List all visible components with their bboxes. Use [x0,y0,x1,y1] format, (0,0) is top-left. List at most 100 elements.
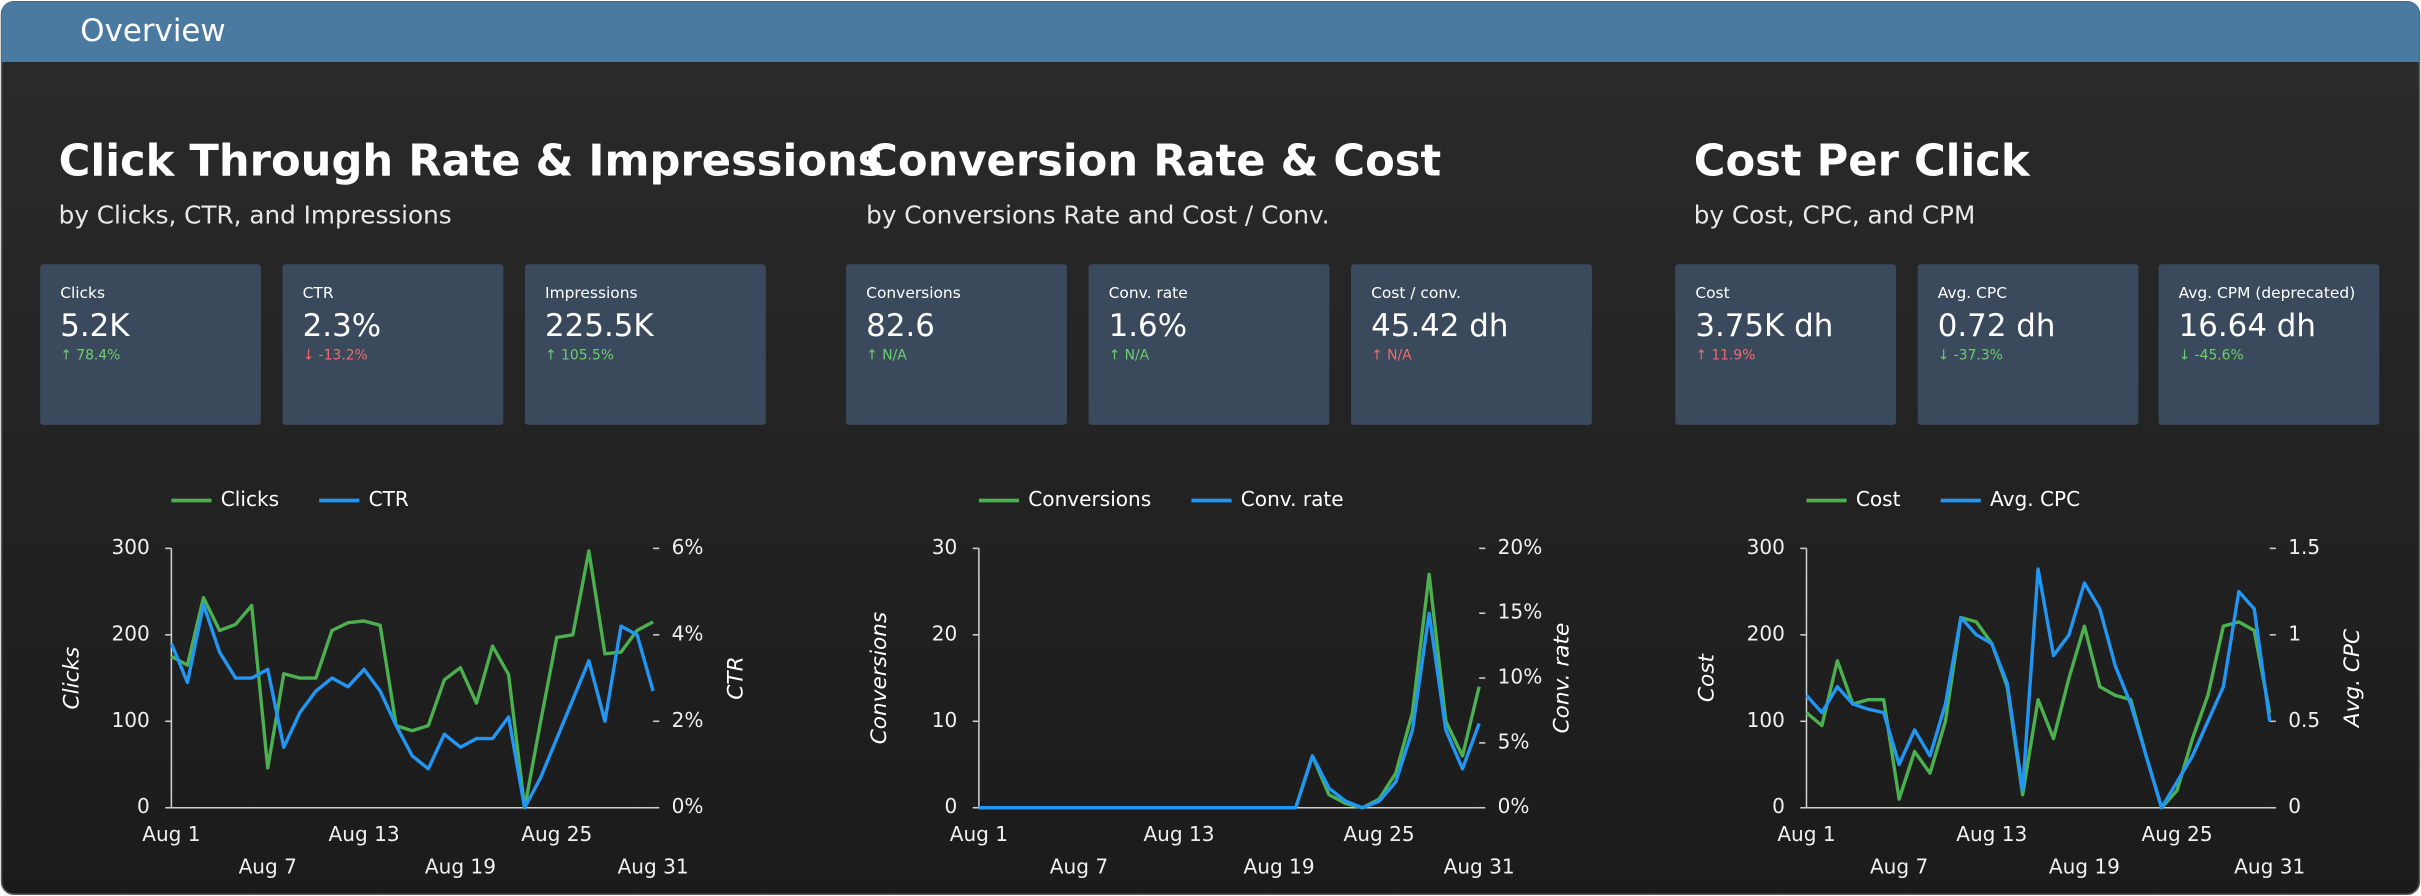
kpi-label: Cost / conv. [1371,284,1461,302]
x-tick-label: Aug 31 [2234,854,2305,878]
y-tick-label: 100 [111,708,149,732]
y2-tick-label: 0 [2288,794,2301,818]
y2-tick-label: 0% [1498,794,1530,818]
x-tick-label: Aug 19 [425,854,496,878]
kpi-change: ↓ -45.6% [2179,347,2244,363]
header-bar [1,1,2420,62]
kpi-card [1917,264,2139,425]
kpi-card [1088,264,1330,425]
y2-tick-label: 10% [1498,665,1543,689]
y2-tick-label: 4% [672,621,704,645]
y2-tick-label: 1 [2288,621,2301,645]
kpi-value: 225.5K [545,308,654,344]
legend-label: Cost [1856,487,1901,511]
legend-label: Conversions [1028,487,1151,511]
x-tick-label: Aug 25 [1344,822,1415,846]
kpi-card [846,264,1067,425]
y2-axis-title: Avg. CPC [2340,628,2365,729]
kpi-label: Avg. CPM (deprecated) [2179,284,2356,302]
x-tick-label: Aug 1 [1777,822,1835,846]
kpi-change: ↑ 78.4% [60,347,120,363]
y-tick-label: 200 [111,621,149,645]
x-tick-label: Aug 13 [329,822,400,846]
kpi-card [40,264,261,425]
x-tick-label: Aug 25 [2142,822,2213,846]
kpi-change: ↑ N/A [1371,347,1412,363]
kpi-change: ↑ N/A [1109,347,1150,363]
x-tick-label: Aug 1 [950,822,1008,846]
y2-tick-label: 20% [1498,535,1543,559]
y2-tick-label: 5% [1498,729,1530,753]
kpi-change: ↑ N/A [866,347,907,363]
x-tick-label: Aug 31 [618,854,689,878]
x-tick-label: Aug 7 [1870,854,1928,878]
x-tick-label: Aug 13 [1956,822,2027,846]
series-line [170,549,654,810]
y2-tick-label: 0% [672,794,704,818]
kpi-change: ↓ -13.2% [303,347,368,363]
x-tick-label: Aug 19 [2049,854,2120,878]
kpi-label: Conv. rate [1109,284,1188,302]
series-line [1805,615,2272,810]
kpi-value: 82.6 [866,308,935,344]
y2-tick-label: 2% [672,708,704,732]
y-tick-label: 200 [1747,621,1785,645]
y-tick-label: 300 [111,535,149,559]
legend-label: CTR [369,487,409,511]
kpi-value: 0.72 dh [1938,308,2056,344]
x-tick-label: Aug 25 [521,822,592,846]
y-tick-label: 0 [1772,794,1785,818]
x-tick-label: Aug 13 [1143,822,1214,846]
kpi-label: Clicks [60,284,105,302]
kpi-value: 5.2K [60,308,130,344]
kpi-label: Cost [1695,284,1729,302]
y-axis-title: Conversions [867,612,892,744]
kpi-change: ↓ -37.3% [1938,347,2003,363]
kpi-card [1675,264,1897,425]
y-tick-label: 30 [932,535,958,559]
section-title: Conversion Rate & Cost [866,136,1441,186]
kpi-card [2158,264,2380,425]
x-tick-label: Aug 7 [239,854,297,878]
x-tick-label: Aug 19 [1244,854,1315,878]
y-axis-title: Cost [1695,653,1720,703]
section-subtitle: by Conversions Rate and Cost / Conv. [866,200,1329,229]
y-tick-label: 100 [1747,708,1785,732]
y2-tick-label: 0.5 [2288,708,2320,732]
y2-tick-label: 1.5 [2288,535,2320,559]
header-title: Overview [80,13,225,49]
kpi-card [282,264,504,425]
kpi-label: CTR [303,284,334,302]
y2-axis-title: Conv. rate [1550,623,1575,734]
y-tick-label: 300 [1747,535,1785,559]
kpi-label: Conversions [866,284,961,302]
x-tick-label: Aug 1 [142,822,200,846]
y-tick-label: 0 [137,794,150,818]
series-line [169,602,655,810]
kpi-card [1351,264,1592,425]
series-line [978,611,1481,810]
kpi-value: 45.42 dh [1371,308,1508,344]
kpi-label: Impressions [545,284,638,302]
section-subtitle: by Cost, CPC, and CPM [1694,200,1975,229]
kpi-change: ↑ 105.5% [545,347,614,363]
y2-tick-label: 6% [672,535,704,559]
kpi-change: ↑ 11.9% [1695,347,1755,363]
y-tick-label: 20 [932,621,958,645]
y2-axis-title: CTR [723,656,748,699]
y-axis-title: Clicks [60,647,85,710]
legend-label: Avg. CPC [1990,487,2080,511]
series-line [1805,567,2272,810]
kpi-value: 3.75K dh [1695,308,1833,344]
section-subtitle: by Clicks, CTR, and Impressions [59,200,452,229]
y2-tick-label: 15% [1498,600,1543,624]
legend-label: Conv. rate [1241,487,1344,511]
x-tick-label: Aug 7 [1050,854,1108,878]
section-title: Cost Per Click [1694,136,2031,186]
x-tick-label: Aug 31 [1444,854,1515,878]
section-title: Click Through Rate & Impressions [59,136,884,186]
y-tick-label: 0 [945,794,958,818]
kpi-label: Avg. CPC [1938,284,2007,302]
kpi-card [524,264,766,425]
